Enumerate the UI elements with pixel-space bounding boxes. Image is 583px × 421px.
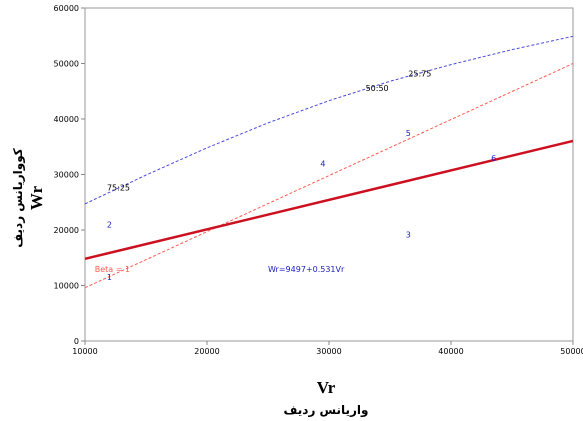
y-tick-label: 30000 — [54, 171, 79, 180]
x-tick-label: 40000 — [438, 347, 463, 356]
x-tick-label: 10000 — [72, 347, 97, 356]
chart-marks: 1 2 3 4 5 6 75:25 50:50 25:75 Wr=9497+0.531Vr Beta… — [95, 69, 496, 282]
y-tick-label: 20000 — [54, 226, 79, 235]
x-tick-label: 20000 — [194, 347, 219, 356]
y-tick-label: 0 — [74, 337, 79, 346]
y-tick-label: 60000 — [54, 4, 79, 13]
y-axis-label-persian: کوواریانس ردیف — [11, 148, 26, 248]
y-axis-label: Wr — [27, 185, 46, 210]
beta-line-label: Beta = 1 — [95, 265, 130, 274]
limiting-parabola — [84, 35, 574, 205]
unit-slope-line — [84, 63, 574, 289]
data-point-label: 4 — [320, 159, 325, 168]
x-tick-label: 50000 — [560, 347, 583, 356]
data-point-label: 6 — [491, 154, 496, 163]
y-tick-label: 10000 — [54, 282, 79, 291]
data-point-label: 1 — [107, 273, 112, 282]
plot-frame — [84, 7, 574, 342]
axis-ticks: 1000020000300004000050000010000200003000… — [54, 4, 583, 356]
x-tick-label: 30000 — [316, 347, 341, 356]
regression-line — [84, 139, 574, 261]
data-point-label: 2 — [107, 220, 112, 229]
y-tick-label: 40000 — [54, 115, 79, 124]
x-axis-label-persian: واریانس ردیف — [283, 403, 368, 418]
data-point-label: 3 — [406, 230, 411, 239]
x-axis-label: Vr — [317, 378, 336, 397]
data-point-label: 5 — [406, 129, 411, 138]
parabola-ratio-label: 75:25 — [107, 183, 130, 192]
regression-equation-label: Wr=9497+0.531Vr — [268, 265, 345, 274]
chart-lines — [84, 35, 574, 289]
parabola-ratio-label: 50:50 — [366, 84, 389, 93]
y-tick-label: 50000 — [54, 60, 79, 69]
parabola-ratio-label: 25:75 — [408, 69, 431, 78]
